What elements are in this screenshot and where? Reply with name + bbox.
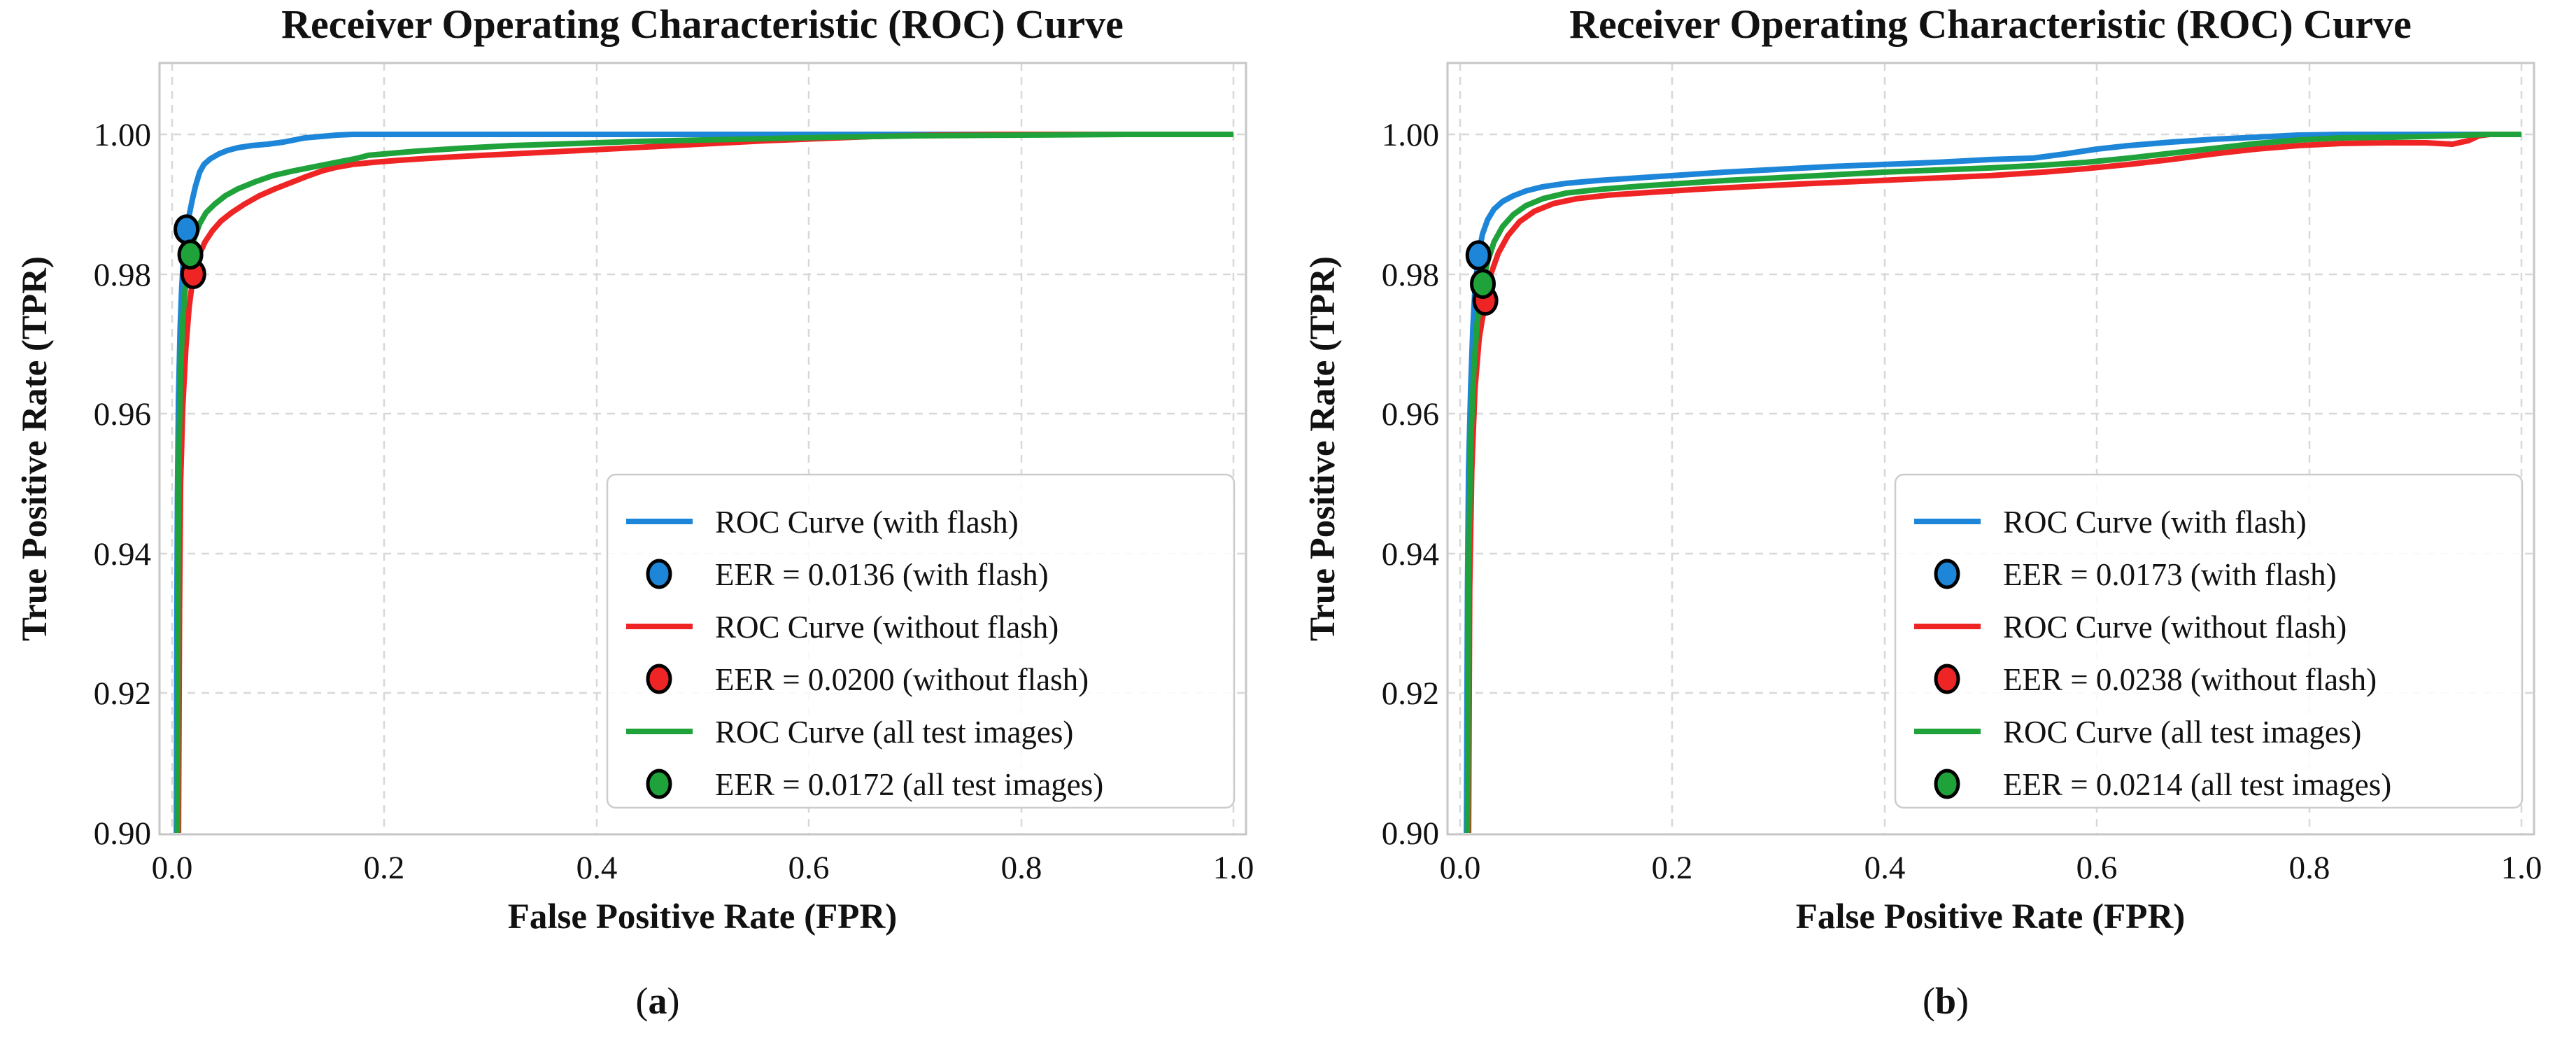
y-tick-labels: 1.00 0.98 0.96 0.94 0.92 0.90 — [1382, 117, 1439, 852]
legend-marker-eer-with-flash — [1934, 559, 1960, 589]
legend-marker-eer-with-flash — [646, 559, 672, 589]
x-axis-label: False Positive Rate (FPR) — [1796, 897, 2186, 937]
axes-frame — [1446, 62, 2535, 836]
eer-marker-with-flash — [174, 214, 200, 245]
y-tick: 0.92 — [1382, 675, 1439, 712]
x-tick: 0.4 — [1864, 850, 1906, 886]
y-axis-label: True Positive Rate (TPR) — [15, 256, 55, 641]
legend-marker-eer-all-test-images — [646, 769, 672, 799]
legend-box — [606, 473, 1236, 809]
legend-label: ROC Curve (all test images) — [2003, 715, 2361, 750]
legend-label: EER = 0.0172 (all test images) — [715, 767, 1103, 802]
x-tick: 0.6 — [2076, 850, 2118, 886]
y-tick: 0.92 — [94, 675, 151, 712]
legend-label: EER = 0.0214 (all test images) — [2003, 767, 2391, 802]
x-tick-labels: 0.0 0.2 0.4 0.6 0.8 1.0 — [1440, 850, 2542, 886]
y-tick: 0.98 — [94, 257, 151, 293]
x-tick: 1.0 — [1213, 850, 1254, 886]
panel-b-chart: Receiver Operating Characteristic (ROC) … — [1303, 1, 2542, 1022]
legend-label: ROC Curve (with flash) — [715, 505, 1019, 540]
panel-a-chart: Receiver Operating Characteristic (ROC) … — [15, 1, 1254, 1022]
legend-label: EER = 0.0238 (without flash) — [2003, 662, 2377, 697]
x-tick: 0.8 — [2289, 850, 2330, 886]
x-tick: 0.0 — [1440, 850, 1481, 886]
legend-marker-eer-all-test-images — [1934, 769, 1960, 799]
y-tick-labels: 1.00 0.98 0.96 0.94 0.92 0.90 — [94, 117, 151, 852]
legend-label: ROC Curve (with flash) — [2003, 505, 2307, 540]
x-axis-label: False Positive Rate (FPR) — [508, 897, 898, 937]
y-tick: 0.94 — [94, 536, 151, 573]
legend-marker-eer-without-flash — [646, 664, 672, 694]
y-tick: 0.90 — [94, 815, 151, 852]
y-tick: 0.98 — [1382, 257, 1439, 293]
eer-marker-all-test-images — [1470, 269, 1496, 300]
legend-label: ROC Curve (without flash) — [2003, 610, 2347, 645]
panel-caption: (b) — [1923, 980, 1969, 1022]
y-tick: 1.00 — [94, 117, 151, 153]
y-tick: 0.96 — [94, 396, 151, 433]
legend-label: ROC Curve (without flash) — [715, 610, 1059, 645]
y-tick: 1.00 — [1382, 117, 1439, 153]
y-tick: 0.96 — [1382, 396, 1439, 433]
legend-label: ROC Curve (all test images) — [715, 715, 1073, 750]
x-tick: 0.2 — [364, 850, 405, 886]
x-tick-labels: 0.0 0.2 0.4 0.6 0.8 1.0 — [152, 850, 1254, 886]
legend-marker-eer-without-flash — [1934, 664, 1960, 694]
x-tick: 0.6 — [788, 850, 830, 886]
legend-box — [1894, 473, 2524, 809]
x-tick: 0.0 — [152, 850, 193, 886]
legend: ROC Curve (with flash) EER = 0.0173 (wit… — [1894, 473, 2524, 809]
panel-b: Receiver Operating Characteristic (ROC) … — [1288, 0, 2576, 1059]
chart-title: Receiver Operating Characteristic (ROC) … — [281, 1, 1124, 47]
eer-marker-all-test-images — [177, 239, 204, 270]
panel-caption: (a) — [636, 980, 680, 1022]
legend: ROC Curve (with flash) EER = 0.0136 (wit… — [606, 473, 1236, 809]
y-tick: 0.94 — [1382, 536, 1439, 573]
gridlines — [160, 63, 1246, 834]
legend-label: EER = 0.0136 (with flash) — [715, 557, 1049, 592]
axes-frame — [158, 62, 1247, 836]
x-tick: 1.0 — [2501, 850, 2542, 886]
panel-a: Receiver Operating Characteristic (ROC) … — [15, 1, 1254, 1022]
x-tick: 0.4 — [576, 850, 618, 886]
chart-title: Receiver Operating Characteristic (ROC) … — [1569, 1, 2412, 47]
x-tick: 0.8 — [1001, 850, 1042, 886]
y-axis-label: True Positive Rate (TPR) — [1303, 256, 1343, 641]
x-tick: 0.2 — [1652, 850, 1693, 886]
y-tick: 0.90 — [1382, 815, 1439, 852]
eer-marker-with-flash — [1465, 240, 1492, 271]
legend-label: EER = 0.0200 (without flash) — [715, 662, 1089, 697]
legend-label: EER = 0.0173 (with flash) — [2003, 557, 2337, 592]
